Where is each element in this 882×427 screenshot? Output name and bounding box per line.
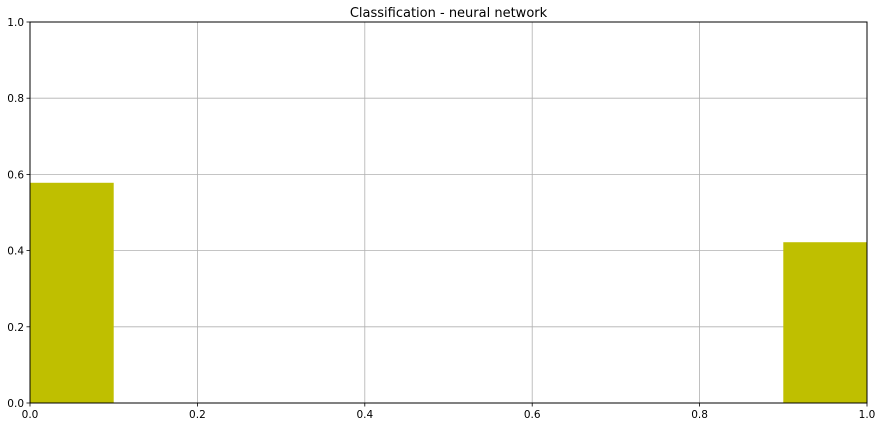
x-tick-label: 0.0 [22, 409, 39, 421]
plot-background [30, 22, 867, 403]
histogram-bar [783, 242, 867, 403]
plot-frame [29, 21, 868, 404]
x-tick-label: 0.2 [189, 409, 206, 421]
y-tick-label: 0.0 [7, 398, 24, 410]
y-axis-ticks: 0.0 0.2 0.4 0.6 0.8 1.0 [7, 17, 30, 410]
x-axis-ticks: 0.0 0.2 0.4 0.6 0.8 1.0 [22, 403, 876, 421]
y-tick-label: 1.0 [7, 17, 24, 29]
y-tick-label: 0.2 [7, 322, 24, 334]
y-tick-label: 0.6 [7, 169, 24, 181]
bars [30, 182, 867, 403]
x-tick-label: 0.8 [691, 409, 708, 421]
y-tick-label: 0.8 [7, 93, 24, 105]
x-tick-label: 0.4 [356, 409, 373, 421]
chart-title: Classification - neural network [350, 6, 548, 21]
histogram-bar [30, 182, 114, 403]
x-tick-label: 0.6 [524, 409, 541, 421]
grid [30, 22, 867, 403]
x-tick-label: 1.0 [859, 409, 876, 421]
y-tick-label: 0.4 [7, 246, 24, 258]
